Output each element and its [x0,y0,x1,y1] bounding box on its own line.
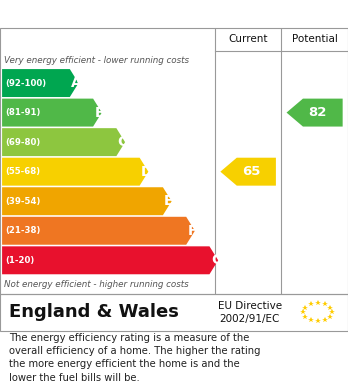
Text: (55-68): (55-68) [5,167,40,176]
Text: (21-38): (21-38) [5,226,40,235]
Text: The energy efficiency rating is a measure of the
overall efficiency of a home. T: The energy efficiency rating is a measur… [9,333,260,382]
Polygon shape [2,128,125,156]
Text: Not energy efficient - higher running costs: Not energy efficient - higher running co… [4,280,189,289]
Text: (92-100): (92-100) [5,79,46,88]
Text: B: B [94,106,105,120]
Text: Current: Current [228,34,268,44]
Text: (1-20): (1-20) [5,256,34,265]
Text: 82: 82 [308,106,326,119]
Text: A: A [71,76,82,90]
Text: Energy Efficiency Rating: Energy Efficiency Rating [9,6,211,21]
Text: C: C [118,135,128,149]
Text: EU Directive
2002/91/EC: EU Directive 2002/91/EC [218,301,282,324]
Polygon shape [2,69,79,97]
Polygon shape [2,246,218,274]
Text: E: E [164,194,174,208]
Polygon shape [2,158,148,186]
Text: Very energy efficient - lower running costs: Very energy efficient - lower running co… [4,56,189,65]
Polygon shape [2,217,195,245]
Text: G: G [211,253,222,267]
Polygon shape [220,158,276,186]
Polygon shape [2,187,172,215]
Polygon shape [2,99,102,127]
Text: Potential: Potential [292,34,338,44]
Polygon shape [286,99,343,127]
Text: (69-80): (69-80) [5,138,40,147]
Text: D: D [141,165,152,179]
Text: England & Wales: England & Wales [9,303,179,321]
Text: (81-91): (81-91) [5,108,40,117]
Text: (39-54): (39-54) [5,197,40,206]
Text: F: F [188,224,197,238]
Text: 65: 65 [242,165,260,178]
